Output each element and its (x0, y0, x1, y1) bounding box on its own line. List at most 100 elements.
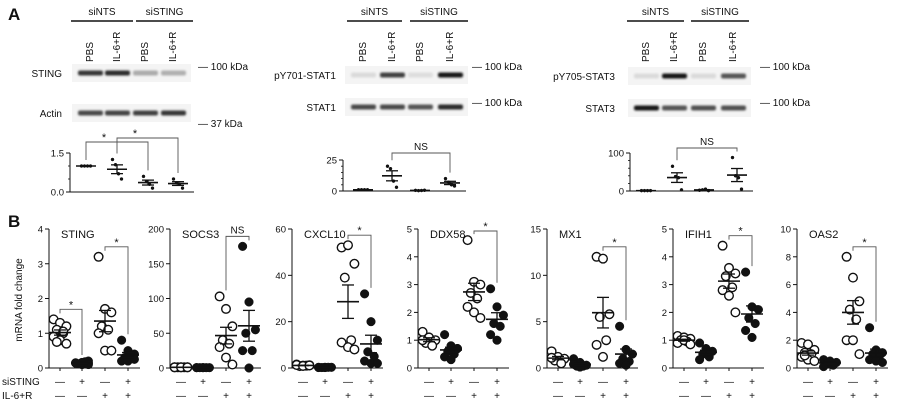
y-tick-label: 3 (662, 280, 667, 291)
mrna-plot-cxcl10: 0 20 40 60 CXCL10 * — + — + — — + + (275, 225, 383, 402)
blot-background (345, 66, 468, 84)
condition-mark: — (803, 391, 813, 402)
data-point (741, 267, 751, 277)
blot-row-label: pY701-STAT1 (274, 71, 336, 82)
condition-mark: — (724, 377, 734, 388)
lane-label: PBS (85, 42, 96, 62)
y-tick-label: 0 (619, 187, 624, 198)
quantification-plot-3: 0 100 NS (608, 137, 753, 198)
quantification-plot-1: 0.0 1.5 * * (51, 128, 194, 199)
data-point (739, 187, 744, 191)
data-point (110, 157, 115, 162)
data-point (598, 253, 609, 264)
condition-mark: + (345, 391, 351, 402)
mrna-plot-sting: 0 1 2 3 4 STING * * — + — + — — + + (38, 225, 140, 402)
condition-mark: + (494, 377, 500, 388)
condition-mark: + (623, 391, 629, 402)
y-tick-label: 60 (275, 225, 286, 236)
condition-mark: + (368, 391, 374, 402)
data-point (227, 321, 238, 332)
blot-band (634, 105, 659, 111)
data-point (83, 359, 93, 370)
data-point (244, 297, 254, 307)
data-point (363, 347, 373, 357)
blot-band (438, 104, 463, 110)
condition-mark: + (368, 377, 374, 388)
data-point (394, 185, 399, 190)
condition-mark: + (246, 377, 252, 388)
y-tick-label: 4 (407, 252, 412, 263)
condition-mark: — (55, 391, 65, 402)
blot-band (408, 104, 433, 110)
plot-title: CXCL10 (304, 229, 346, 241)
plot-title: DDX58 (430, 229, 465, 241)
blot-band (161, 110, 186, 116)
y-tick-label: 0 (332, 187, 337, 198)
condition-mark: + (494, 391, 500, 402)
data-point (750, 318, 760, 329)
blot-band (351, 104, 376, 110)
data-point (492, 335, 502, 345)
data-point (475, 312, 486, 323)
data-point (486, 284, 496, 294)
data-point (803, 339, 814, 350)
data-point (339, 272, 350, 283)
data-point (730, 307, 741, 318)
blot-band (380, 104, 405, 110)
data-point (724, 262, 735, 273)
lane-label: IL-6+R (728, 32, 739, 62)
condition-mark: + (600, 391, 606, 402)
significance-bracket (225, 235, 250, 291)
blot-band (634, 73, 659, 79)
data-point (615, 321, 625, 331)
blot-band (133, 110, 158, 116)
data-point (741, 325, 751, 336)
condition-mark: — (320, 391, 330, 402)
western-blot-3: siNTS siSTING PBS IL-6+R PBS IL-6+R pY705-STAT… (553, 7, 810, 117)
condition-mark: — (77, 391, 87, 402)
condition-mark: — (446, 391, 456, 402)
y-tick-label: 0 (159, 364, 164, 375)
y-tick-label: 0 (38, 364, 43, 375)
blot-band (133, 70, 158, 76)
data-point (214, 342, 225, 353)
y-tick-label: 10 (530, 271, 541, 282)
y-tick-label: 5 (662, 225, 667, 236)
significance-bracket (602, 246, 627, 321)
condition-mark: — (553, 391, 563, 402)
condition-label-sisting: siSTING (2, 377, 40, 388)
mrna-plot-ddx58: 0 1 2 3 4 5 DDX58 * — + — + — — + + (407, 221, 509, 402)
blot-band (662, 73, 687, 79)
data-point (238, 346, 248, 356)
data-point (440, 330, 450, 340)
data-point (695, 338, 705, 348)
panel-label-b: B (8, 212, 20, 231)
blot-background (628, 99, 751, 117)
condition-mark: + (448, 377, 454, 388)
blot-band (721, 73, 746, 79)
condition-mark: — (298, 377, 308, 388)
molecular-weight-marker: — 37 kDa (198, 119, 243, 130)
condition-mark: — (701, 391, 711, 402)
blot-row-label: STAT3 (585, 104, 615, 115)
condition-mark: + (850, 391, 856, 402)
data-point (462, 235, 473, 246)
data-point (141, 174, 146, 179)
significance-label: * (612, 237, 617, 249)
condition-mark: — (598, 377, 608, 388)
y-tick-label: 20 (275, 317, 286, 328)
significance-label: NS (700, 137, 714, 148)
data-point (129, 354, 139, 364)
blot-background (72, 104, 191, 122)
significance-bracket (59, 308, 83, 356)
significance-bracket (852, 246, 877, 322)
group-label: siSTING (146, 7, 184, 18)
y-tick-label: 4 (786, 308, 791, 319)
data-point (809, 356, 820, 367)
condition-mark: — (575, 391, 585, 402)
lane-label: IL-6+R (112, 32, 123, 62)
lane-label: IL-6+R (669, 32, 680, 62)
mrna-plot-oas2: 0 2 4 6 8 10 OAS2 * — + — + — — + + (780, 225, 888, 402)
blot-row-label: pY705-STAT3 (553, 72, 615, 83)
